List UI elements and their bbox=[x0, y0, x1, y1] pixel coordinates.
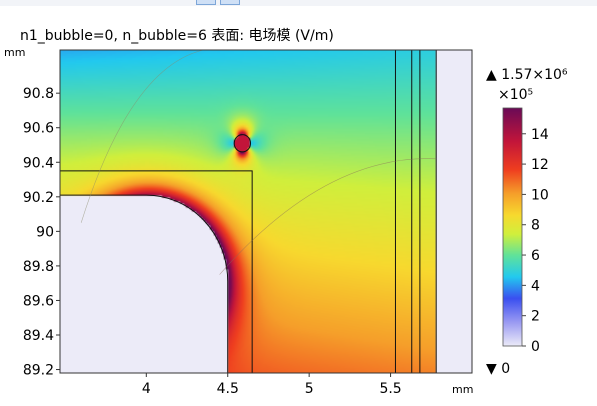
y-tick-label: 90.4 bbox=[23, 155, 54, 171]
colorbar-tick-label: 14 bbox=[531, 127, 549, 143]
toolbar-button[interactable] bbox=[220, 0, 240, 5]
field-heatmap bbox=[60, 50, 472, 373]
x-tick-label: 4 bbox=[142, 381, 151, 397]
x-tick-label: 5 bbox=[305, 381, 314, 397]
window-toolbar bbox=[0, 0, 597, 6]
x-unit-label: mm bbox=[452, 383, 473, 396]
y-tick-label: 90.6 bbox=[23, 121, 54, 137]
inner-domain-boundary bbox=[60, 170, 253, 373]
colorbar-tick-label: 4 bbox=[531, 278, 540, 294]
y-unit-label: mm bbox=[4, 46, 25, 59]
colorbar-tick-label: 8 bbox=[531, 218, 540, 234]
colorbar-tick-label: 2 bbox=[531, 309, 540, 325]
colorbar-min-label: ▼ 0 bbox=[486, 361, 510, 377]
colorbar-tick-label: 0 bbox=[531, 339, 540, 355]
colorbar-ticks: 0 2 4 6 8 10 12 14 bbox=[522, 127, 549, 355]
y-tick-label: 89.6 bbox=[23, 293, 54, 309]
y-axis: 89.2 89.4 89.6 89.8 90 90.2 90.4 90.6 90.8 bbox=[23, 86, 60, 379]
y-tick-label: 89.2 bbox=[23, 363, 54, 379]
construction-arc bbox=[219, 158, 437, 275]
y-tick-label: 89.8 bbox=[23, 259, 54, 275]
y-tick-label: 90 bbox=[36, 224, 54, 240]
colorbar-tick-label: 12 bbox=[531, 157, 549, 173]
colorbar-tick-label: 10 bbox=[531, 187, 549, 203]
colorbar-multiplier: ×10⁵ bbox=[498, 87, 533, 103]
x-axis: 4 4.5 5 5.5 bbox=[142, 373, 402, 397]
x-tick-label: 4.5 bbox=[217, 381, 239, 397]
colorbar-max-label: ▲ 1.57×10⁶ bbox=[486, 67, 568, 83]
x-tick-label: 5.5 bbox=[379, 381, 401, 397]
y-tick-label: 89.4 bbox=[23, 328, 54, 344]
toolbar-button[interactable] bbox=[196, 0, 216, 5]
bubble-outline bbox=[233, 134, 252, 153]
y-tick-label: 90.8 bbox=[23, 86, 54, 102]
geometry-lines bbox=[60, 50, 437, 373]
y-tick-label: 90.2 bbox=[23, 190, 54, 206]
conductor-outline bbox=[60, 194, 229, 373]
colorbar bbox=[502, 107, 523, 347]
plot-title: n1_bubble=0, n_bubble=6 表面: 电场模 (V/m) bbox=[20, 28, 334, 44]
construction-arc bbox=[80, 50, 204, 223]
plot-frame bbox=[59, 49, 473, 374]
colorbar-tick-label: 6 bbox=[531, 248, 540, 264]
plot-area bbox=[60, 50, 472, 373]
